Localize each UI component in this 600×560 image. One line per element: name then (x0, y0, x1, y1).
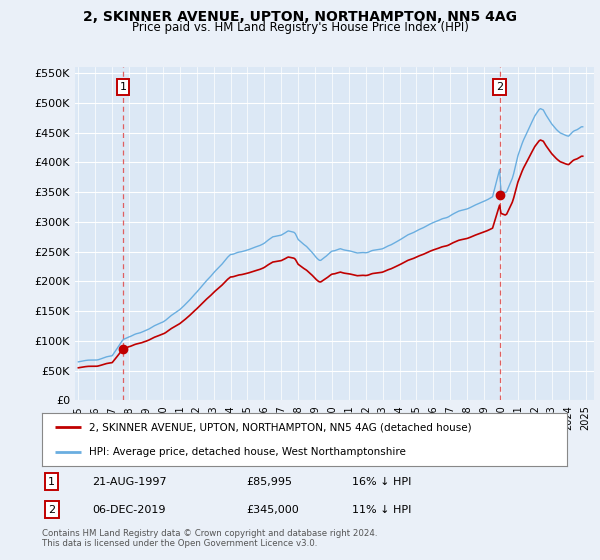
Text: 21-AUG-1997: 21-AUG-1997 (92, 477, 167, 487)
Text: 2: 2 (496, 82, 503, 92)
Text: 11% ↓ HPI: 11% ↓ HPI (352, 505, 411, 515)
Text: 1: 1 (49, 477, 55, 487)
Text: 16% ↓ HPI: 16% ↓ HPI (352, 477, 411, 487)
Text: 06-DEC-2019: 06-DEC-2019 (92, 505, 166, 515)
Text: Contains HM Land Registry data © Crown copyright and database right 2024.
This d: Contains HM Land Registry data © Crown c… (42, 529, 377, 548)
Text: £85,995: £85,995 (247, 477, 293, 487)
Text: 2: 2 (49, 505, 55, 515)
Text: HPI: Average price, detached house, West Northamptonshire: HPI: Average price, detached house, West… (89, 446, 406, 456)
Text: Price paid vs. HM Land Registry's House Price Index (HPI): Price paid vs. HM Land Registry's House … (131, 21, 469, 34)
Text: £345,000: £345,000 (247, 505, 299, 515)
Text: 2, SKINNER AVENUE, UPTON, NORTHAMPTON, NN5 4AG: 2, SKINNER AVENUE, UPTON, NORTHAMPTON, N… (83, 10, 517, 24)
Text: 1: 1 (119, 82, 127, 92)
Text: 2, SKINNER AVENUE, UPTON, NORTHAMPTON, NN5 4AG (detached house): 2, SKINNER AVENUE, UPTON, NORTHAMPTON, N… (89, 422, 472, 432)
